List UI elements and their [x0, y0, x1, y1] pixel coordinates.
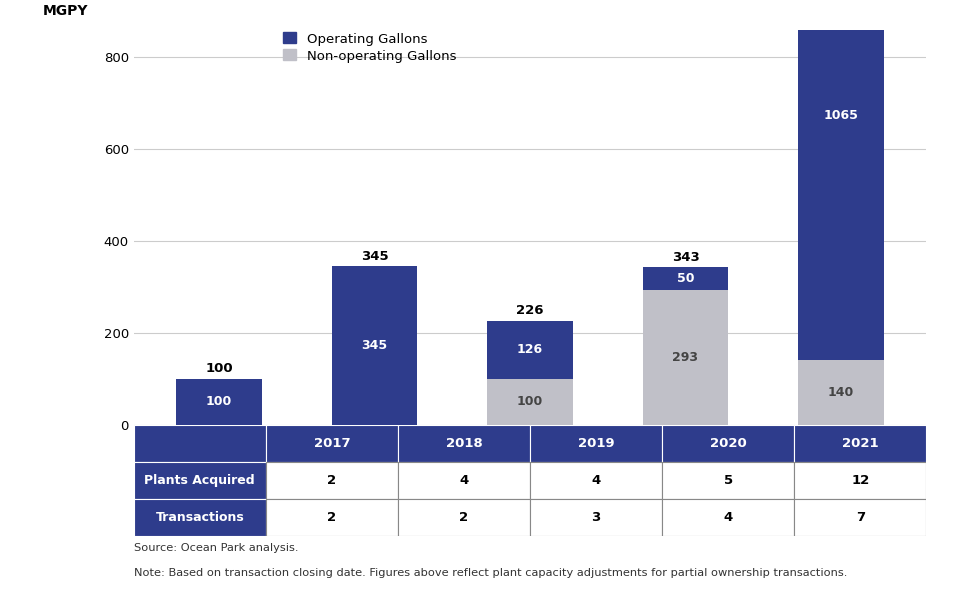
Text: 343: 343: [671, 251, 699, 263]
Bar: [398, 461, 530, 498]
Bar: [265, 498, 398, 536]
Bar: [795, 424, 926, 461]
Text: 2: 2: [328, 510, 336, 524]
Text: 4: 4: [459, 473, 469, 487]
Legend: Operating Gallons, Non-operating Gallons: Operating Gallons, Non-operating Gallons: [283, 32, 456, 63]
Bar: [398, 498, 530, 536]
Text: 2019: 2019: [578, 436, 614, 450]
Text: 100: 100: [517, 395, 543, 408]
Text: 100: 100: [205, 362, 233, 375]
Bar: [134, 498, 265, 536]
Text: 7: 7: [856, 510, 865, 524]
Bar: [530, 498, 662, 536]
Text: 226: 226: [517, 304, 543, 317]
Bar: [398, 424, 530, 461]
Bar: [530, 461, 662, 498]
Text: 126: 126: [517, 343, 543, 356]
Text: 5: 5: [724, 473, 732, 487]
Text: 100: 100: [206, 395, 232, 408]
Bar: [487, 321, 573, 378]
Text: Plants Acquired: Plants Acquired: [144, 473, 255, 487]
Bar: [662, 424, 795, 461]
Text: Note: Based on transaction closing date. Figures above reflect plant capacity ad: Note: Based on transaction closing date.…: [134, 568, 847, 578]
Text: Source: Ocean Park analysis.: Source: Ocean Park analysis.: [134, 543, 298, 553]
Text: 2018: 2018: [446, 436, 482, 450]
Bar: [798, 361, 883, 424]
Text: 2021: 2021: [842, 436, 879, 450]
Bar: [134, 461, 265, 498]
Bar: [795, 498, 926, 536]
Bar: [643, 267, 729, 290]
Text: 345: 345: [362, 339, 388, 352]
Bar: [795, 461, 926, 498]
Text: 4: 4: [591, 473, 601, 487]
Text: 2: 2: [328, 473, 336, 487]
Text: 1065: 1065: [823, 109, 859, 122]
Text: 140: 140: [828, 386, 854, 399]
Text: 293: 293: [672, 351, 698, 364]
Text: 4: 4: [724, 510, 732, 524]
Text: 2020: 2020: [710, 436, 747, 450]
Text: MGPY: MGPY: [43, 4, 88, 18]
Text: 2: 2: [459, 510, 469, 524]
Bar: [662, 498, 795, 536]
Bar: [662, 461, 795, 498]
Bar: [265, 461, 398, 498]
Text: 345: 345: [361, 250, 389, 263]
Text: Transactions: Transactions: [156, 510, 244, 524]
Bar: [332, 266, 417, 424]
Bar: [177, 378, 262, 424]
Text: 50: 50: [677, 272, 694, 285]
Text: 3: 3: [591, 510, 601, 524]
Text: 12: 12: [851, 473, 869, 487]
Bar: [487, 378, 573, 424]
Bar: [798, 0, 883, 361]
Bar: [265, 424, 398, 461]
Bar: [530, 424, 662, 461]
Bar: [134, 424, 265, 461]
Bar: [643, 290, 729, 424]
Text: 2017: 2017: [313, 436, 350, 450]
